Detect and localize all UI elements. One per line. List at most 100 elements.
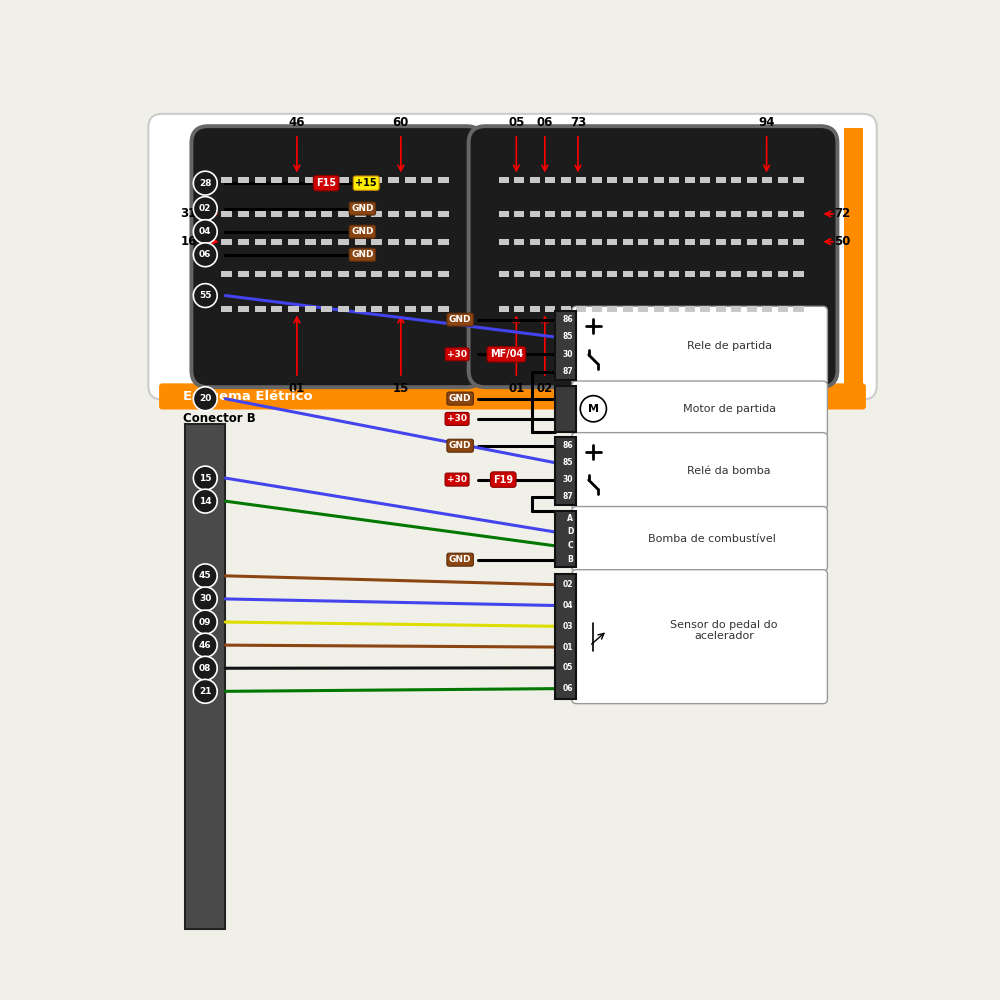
Text: 60: 60 — [393, 116, 409, 129]
Bar — [545, 271, 555, 277]
Text: GND: GND — [351, 250, 374, 259]
Bar — [638, 306, 648, 312]
Bar — [716, 271, 726, 277]
Bar — [778, 239, 788, 245]
Bar — [185, 424, 225, 928]
Text: 55: 55 — [199, 291, 212, 300]
Bar — [700, 306, 710, 312]
Text: 73: 73 — [570, 116, 586, 129]
Text: 04: 04 — [563, 601, 573, 610]
Bar — [844, 128, 863, 386]
Bar — [731, 271, 741, 277]
FancyBboxPatch shape — [572, 381, 827, 436]
Bar — [255, 211, 266, 217]
Bar — [530, 306, 540, 312]
Bar — [592, 306, 602, 312]
Bar — [338, 239, 349, 245]
Text: Conector B: Conector B — [183, 412, 256, 425]
Bar — [669, 306, 679, 312]
Bar — [669, 271, 679, 277]
Bar — [607, 271, 617, 277]
Bar — [355, 271, 366, 277]
Bar — [700, 271, 710, 277]
Bar — [561, 211, 571, 217]
Bar — [321, 306, 332, 312]
Bar — [731, 306, 741, 312]
Bar — [238, 177, 249, 183]
Text: 04: 04 — [199, 227, 212, 236]
Bar — [576, 271, 586, 277]
Bar — [238, 271, 249, 277]
Bar — [700, 177, 710, 183]
Bar — [793, 239, 804, 245]
Bar — [438, 271, 449, 277]
Bar — [405, 271, 416, 277]
Bar — [255, 271, 266, 277]
Bar — [747, 239, 757, 245]
Bar — [716, 239, 726, 245]
Text: 01: 01 — [563, 643, 573, 652]
Bar — [530, 211, 540, 217]
Text: GND: GND — [449, 315, 471, 324]
Bar — [700, 211, 710, 217]
Circle shape — [193, 610, 217, 634]
Text: 30: 30 — [199, 594, 211, 603]
Text: 45: 45 — [199, 571, 212, 580]
Bar — [654, 271, 664, 277]
Text: 05: 05 — [508, 116, 525, 129]
Circle shape — [193, 679, 217, 703]
Bar — [654, 239, 664, 245]
Bar — [371, 239, 382, 245]
Bar — [669, 211, 679, 217]
Text: 02: 02 — [563, 580, 573, 589]
Text: GND: GND — [351, 227, 374, 236]
Bar — [238, 211, 249, 217]
Bar — [607, 239, 617, 245]
Bar — [762, 177, 772, 183]
Bar — [555, 511, 576, 567]
Text: M: M — [588, 404, 599, 414]
FancyBboxPatch shape — [191, 126, 483, 387]
Bar — [338, 211, 349, 217]
Bar — [669, 239, 679, 245]
Bar — [405, 211, 416, 217]
Text: Motor de partida: Motor de partida — [683, 404, 776, 414]
Text: 16: 16 — [180, 235, 197, 248]
Bar — [638, 271, 648, 277]
Bar — [371, 177, 382, 183]
Circle shape — [193, 466, 217, 490]
FancyBboxPatch shape — [572, 306, 827, 385]
Bar — [545, 211, 555, 217]
Text: 86: 86 — [563, 441, 573, 450]
Bar — [499, 177, 509, 183]
Circle shape — [193, 633, 217, 657]
Bar — [438, 177, 449, 183]
Bar — [685, 177, 695, 183]
Bar — [255, 239, 266, 245]
Text: GND: GND — [449, 555, 471, 564]
Text: 46: 46 — [199, 641, 212, 650]
FancyBboxPatch shape — [148, 114, 877, 400]
Text: MF/04: MF/04 — [490, 349, 523, 359]
Bar — [576, 239, 586, 245]
Bar — [607, 211, 617, 217]
Bar — [305, 211, 316, 217]
Text: 02: 02 — [199, 204, 211, 213]
Bar — [778, 271, 788, 277]
Bar — [438, 306, 449, 312]
Text: 30: 30 — [563, 475, 573, 484]
Bar — [371, 271, 382, 277]
Bar — [221, 177, 232, 183]
Bar — [355, 211, 366, 217]
Text: Sensor do pedal do
acelerador: Sensor do pedal do acelerador — [670, 620, 778, 641]
Bar — [561, 177, 571, 183]
Bar — [561, 306, 571, 312]
Bar — [221, 239, 232, 245]
Bar — [592, 177, 602, 183]
Bar — [355, 177, 366, 183]
Text: 15: 15 — [393, 382, 409, 395]
Bar — [545, 177, 555, 183]
Bar — [388, 306, 399, 312]
Bar — [762, 271, 772, 277]
Text: 46: 46 — [289, 116, 305, 129]
